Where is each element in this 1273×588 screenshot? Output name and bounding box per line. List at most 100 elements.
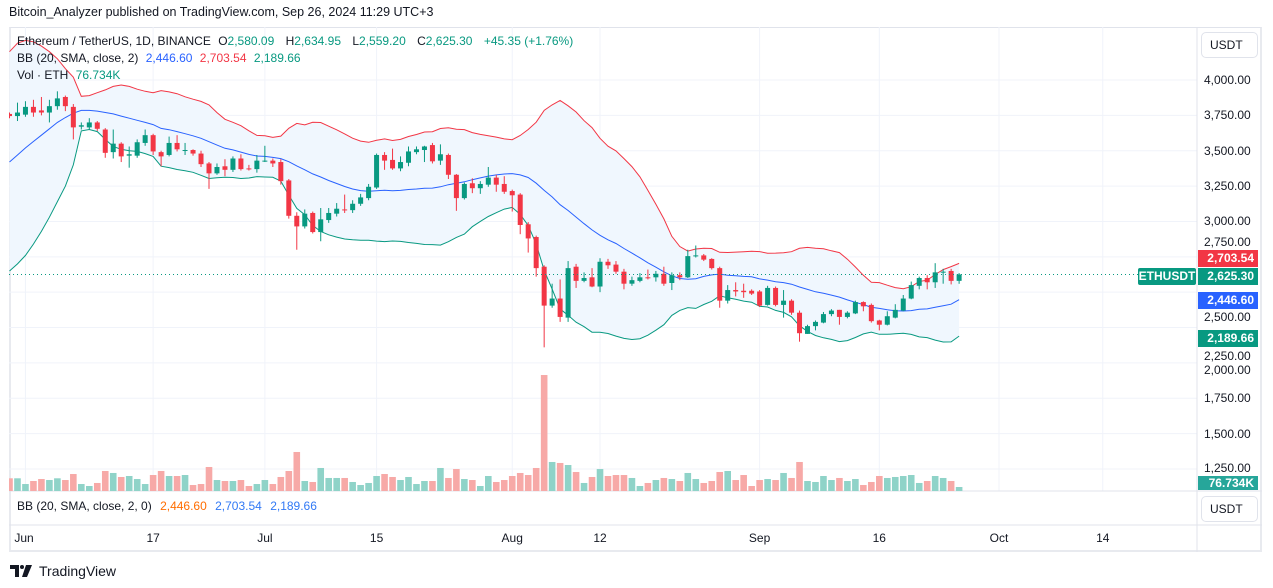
candle-body	[868, 304, 874, 322]
bb-pane-basis: 2,446.60	[160, 499, 207, 513]
bb-basis-line	[9, 109, 960, 312]
volume-bar	[612, 475, 620, 491]
candle-body	[198, 153, 204, 165]
volume-bar	[221, 481, 229, 491]
volume-bar	[764, 479, 771, 491]
candle-body	[884, 316, 890, 325]
bb-pane-unit-button[interactable]: USDT	[1201, 496, 1258, 522]
price-tick-label: 2,000.00	[1204, 362, 1251, 377]
bb-pane-lower: 2,189.66	[270, 499, 317, 513]
volume-bar	[485, 476, 492, 491]
price-tick-label: 4,000.00	[1204, 73, 1251, 87]
candle-body	[358, 197, 364, 204]
volume-bar	[907, 475, 915, 491]
candle-body	[477, 183, 483, 189]
volume-bar	[516, 472, 524, 491]
candle-body	[30, 106, 36, 113]
candle-body	[693, 255, 699, 257]
candle-body	[549, 298, 555, 306]
volume-bar	[676, 481, 684, 491]
candle-body	[956, 274, 962, 281]
candle-body	[653, 273, 659, 278]
candle-body	[214, 166, 220, 174]
bb-pane-label: BB (20, SMA, close, 2, 0)	[17, 499, 152, 513]
candle-body	[645, 277, 651, 279]
volume-bar	[477, 486, 484, 491]
price-tick-label: 1,750.00	[1204, 391, 1251, 406]
candle-body	[413, 149, 419, 153]
high-label: H	[285, 34, 295, 48]
candle-body	[342, 209, 348, 211]
volume-bar	[572, 471, 580, 491]
volume-bar	[708, 481, 716, 491]
volume-bar	[500, 480, 508, 491]
candle-body	[350, 203, 356, 211]
volume-bar	[453, 469, 460, 491]
candle-body	[437, 154, 443, 161]
volume-bar	[461, 479, 468, 491]
candle-body	[294, 215, 300, 227]
candle-body	[469, 183, 475, 189]
candle-body	[302, 213, 308, 227]
currency-unit-button[interactable]: USDT	[1201, 32, 1258, 58]
candle-body	[390, 159, 396, 169]
candle-body	[222, 166, 228, 170]
candle-body	[461, 183, 467, 199]
volume-bar	[596, 469, 604, 491]
tradingview-logo[interactable]: TradingView	[10, 563, 116, 579]
candle-body	[709, 258, 715, 269]
candle-body	[948, 270, 954, 281]
candle-body	[62, 96, 68, 107]
candle-body	[940, 271, 946, 273]
volume-bar	[788, 477, 795, 491]
candle-body	[54, 98, 60, 107]
volume-bar	[437, 467, 444, 491]
volume-bar	[955, 487, 963, 491]
candle-body	[70, 106, 76, 128]
candle-body	[717, 268, 723, 301]
price-tick-label: 2,250.00	[1204, 348, 1251, 363]
candle-body	[286, 180, 292, 216]
volume-bar	[852, 479, 859, 491]
candle-body	[278, 162, 284, 182]
volume-bar	[564, 465, 572, 491]
symbol-legend[interactable]: Ethereum / TetherUS, 1D, BINANCE O2,580.…	[17, 34, 577, 48]
time-tick-label: 16	[872, 531, 886, 545]
candle-body	[900, 298, 906, 311]
bb-pane-legend[interactable]: BB (20, SMA, close, 2, 0) 2,446.60 2,703…	[17, 499, 322, 513]
symbol-price-tag: ETHUSDT	[1138, 268, 1196, 285]
volume-bar	[149, 475, 157, 491]
candle-body	[661, 273, 667, 284]
volume-bar	[652, 480, 660, 491]
volume-bar	[117, 476, 125, 491]
candle-body	[453, 174, 459, 199]
candle-body	[86, 122, 92, 128]
bb-legend[interactable]: BB (20, SMA, close, 2) 2,446.60 2,703.54…	[17, 51, 305, 65]
price-tick-label: 3,500.00	[1204, 143, 1251, 158]
bb-lower-value: 2,189.66	[253, 51, 301, 65]
volume-bar	[237, 480, 245, 491]
candle-body	[142, 135, 148, 143]
candle-body	[174, 142, 180, 150]
volume-bar	[636, 486, 644, 491]
candle-body	[916, 278, 922, 286]
low-label: L	[352, 34, 360, 48]
time-tick-label: Sep	[748, 531, 771, 545]
candle-body	[190, 150, 196, 154]
candle-body	[493, 177, 499, 185]
volume-bar	[109, 472, 117, 491]
low-value: 2,559.20	[359, 34, 406, 48]
time-tick-label: 17	[146, 531, 160, 545]
time-tick-label: Jun	[14, 531, 34, 545]
volume-legend[interactable]: Vol · ETH 76.734K	[17, 68, 124, 82]
volume-bar	[820, 476, 827, 491]
volume-tag: 76.734K	[1198, 476, 1258, 490]
candle-body	[326, 212, 332, 221]
price-chart[interactable]	[9, 27, 1262, 552]
tradingview-logo-icon	[10, 565, 32, 577]
volume-bar	[9, 478, 13, 491]
bb-band-fill	[9, 40, 960, 343]
volume-bar	[860, 485, 867, 491]
volume-bar	[469, 480, 476, 491]
candle-body	[589, 277, 595, 287]
